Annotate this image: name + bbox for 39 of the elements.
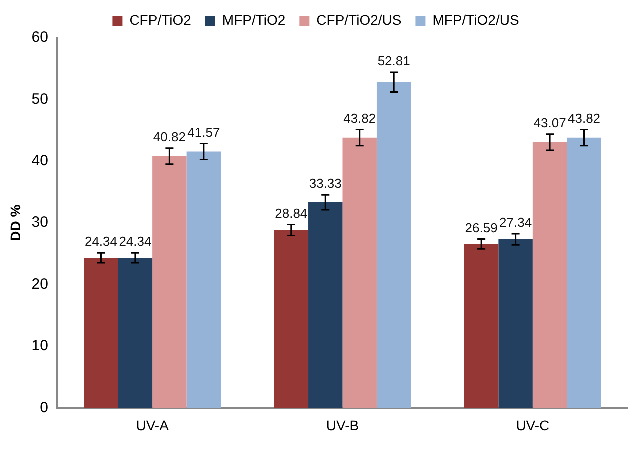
data-label: 43.82 (568, 110, 601, 126)
data-label: 52.81 (378, 54, 410, 69)
bar (532, 142, 568, 408)
data-label: 26.59 (465, 220, 498, 236)
bar (152, 156, 187, 408)
bar (274, 230, 309, 408)
x-tick-label: UV-B (326, 417, 360, 434)
data-label: 28.84 (275, 206, 308, 221)
y-axis-title: DD % (7, 204, 24, 242)
bar (84, 258, 118, 408)
data-label: 41.57 (188, 124, 220, 140)
bar (498, 240, 533, 408)
legend-label: CFP/TiO2 (130, 12, 192, 28)
y-tick-label: 40 (32, 152, 48, 170)
x-tick-label: UV-A (136, 417, 170, 434)
data-label: 27.34 (500, 215, 532, 230)
data-label: 33.33 (309, 176, 342, 192)
data-label: 40.82 (153, 129, 186, 144)
data-label: 43.82 (344, 110, 376, 126)
y-tick-label: 20 (32, 276, 48, 293)
bar (186, 152, 222, 408)
data-label: 43.07 (534, 116, 566, 131)
bar (376, 82, 412, 408)
bar (342, 138, 377, 408)
legend-label: MFP/TiO2 (222, 12, 286, 28)
bar (464, 244, 499, 408)
y-tick-label: 50 (32, 90, 48, 108)
bar (118, 258, 153, 408)
legend-label: MFP/TiO2/US (432, 12, 520, 28)
y-tick-label: 60 (32, 29, 48, 46)
x-tick-label: UV-C (516, 417, 550, 434)
bar (308, 202, 343, 408)
y-tick-label: 0 (40, 399, 48, 416)
y-tick-label: 30 (32, 214, 48, 232)
y-tick-label: 10 (32, 338, 48, 355)
legend-label: CFP/TiO2/US (316, 12, 402, 28)
bar (567, 138, 602, 408)
data-label: 24.34 (119, 234, 152, 250)
data-label: 24.34 (84, 234, 118, 250)
